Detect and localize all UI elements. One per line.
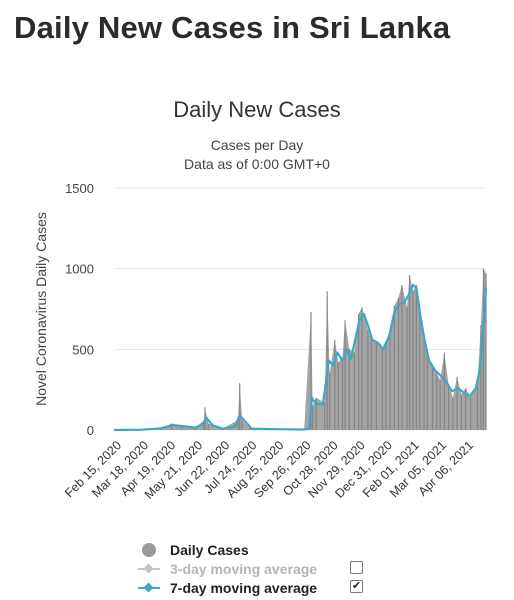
- seven-day-line-icon: [138, 581, 160, 595]
- daily-cases-bar: [381, 347, 383, 430]
- daily-cases-bar: [401, 284, 403, 430]
- daily-cases-bar: [237, 420, 239, 430]
- daily-cases-bar: [476, 381, 479, 430]
- daily-cases-bar: [310, 312, 312, 430]
- daily-cases-bar: [344, 320, 346, 430]
- chart-legend: Daily Cases 3-day moving average 7-day m…: [138, 540, 363, 597]
- daily-cases-bar: [241, 420, 243, 430]
- daily-cases-dot-icon: [138, 542, 160, 557]
- daily-cases-bar: [326, 291, 328, 430]
- y-tick-label: 0: [87, 423, 94, 438]
- daily-cases-bar: [181, 425, 183, 430]
- legend-item-daily-cases[interactable]: Daily Cases: [138, 540, 317, 559]
- daily-cases-bar: [452, 397, 454, 430]
- daily-cases-bar: [341, 357, 344, 430]
- daily-cases-bar: [409, 275, 411, 430]
- daily-cases-bar: [385, 341, 387, 430]
- daily-cases-bar: [207, 423, 209, 430]
- daily-cases-bar: [436, 373, 438, 430]
- daily-cases-bar: [203, 420, 205, 430]
- chart-subtitle: Cases per Day: [210, 137, 304, 153]
- daily-cases-bar: [415, 284, 417, 430]
- daily-cases-bar: [460, 394, 462, 430]
- daily-cases-bar: [470, 397, 472, 430]
- daily-cases-bar: [334, 339, 336, 430]
- daily-cases-bar: [412, 291, 414, 430]
- seven-day-checkbox[interactable]: ✔: [350, 580, 363, 593]
- y-tick-label: 500: [72, 342, 94, 357]
- daily-cases-bar: [482, 268, 485, 430]
- daily-cases-bar: [406, 307, 408, 430]
- daily-cases-bar: [389, 330, 391, 430]
- daily-cases-bar: [329, 373, 331, 430]
- daily-cases-dot: [142, 542, 156, 557]
- y-axis-label: Novel Coronavirus Daily Cases: [33, 212, 49, 406]
- daily-cases-bar: [358, 313, 360, 430]
- daily-cases-bar: [249, 428, 251, 430]
- legend-label-3day-average: 3-day moving average: [170, 560, 318, 577]
- chart-title: Daily New Cases: [173, 97, 341, 122]
- daily-cases-bar: [324, 402, 326, 430]
- daily-cases-bar: [439, 380, 441, 430]
- daily-cases-bar: [485, 273, 487, 430]
- daily-cases-bar: [204, 407, 206, 430]
- daily-cases-bar: [367, 330, 369, 430]
- chart-data-date: Data as of 0:00 GMT+0: [184, 156, 330, 172]
- daily-cases-bar: [426, 354, 428, 430]
- daily-cases-bar: [431, 365, 434, 430]
- daily-cases-bar: [315, 397, 317, 430]
- daily-cases-bar: [419, 307, 421, 430]
- daily-cases-area: [114, 268, 486, 430]
- page-heading: Daily New Cases in Sri Lanka: [14, 10, 451, 45]
- daily-cases-bar: [465, 388, 467, 430]
- legend-item-7day-average[interactable]: 7-day moving average ✔: [138, 578, 363, 597]
- legend-item-3day-average[interactable]: 3-day moving average: [138, 559, 363, 578]
- daily-cases-bar: [239, 383, 241, 430]
- daily-cases-bar: [443, 352, 445, 430]
- three-day-diamond: [143, 563, 154, 573]
- y-axis-ticks: 0 500 1000 1500: [65, 181, 94, 438]
- three-day-checkbox[interactable]: [350, 561, 363, 574]
- seven-day-average-line: [113, 283, 488, 432]
- legend-label-daily-cases: Daily Cases: [170, 541, 249, 558]
- daily-cases-bar: [397, 297, 400, 430]
- daily-cases-bar: [312, 405, 314, 430]
- seven-day-diamond: [143, 582, 154, 592]
- daily-cases-bar: [337, 362, 339, 430]
- daily-cases-bar: [423, 333, 425, 430]
- daily-cases-bars: [114, 268, 487, 430]
- daily-cases-bar: [375, 341, 377, 430]
- daily-cases-bar: [393, 305, 395, 430]
- three-day-line-icon: [138, 562, 160, 576]
- legend-label-7day-average: 7-day moving average: [170, 579, 318, 596]
- daily-cases-bar: [171, 423, 173, 430]
- y-tick-label: 1500: [65, 181, 94, 196]
- daily-cases-bar: [480, 325, 482, 430]
- daily-cases-bar: [348, 349, 350, 430]
- daily-cases-bar: [194, 427, 197, 430]
- y-tick-label: 1000: [65, 262, 94, 277]
- daily-cases-bar: [370, 339, 372, 430]
- daily-cases-bar: [456, 376, 458, 430]
- daily-cases-bar: [448, 384, 450, 430]
- daily-cases-bar: [353, 352, 355, 430]
- daily-cases-bar: [361, 307, 363, 430]
